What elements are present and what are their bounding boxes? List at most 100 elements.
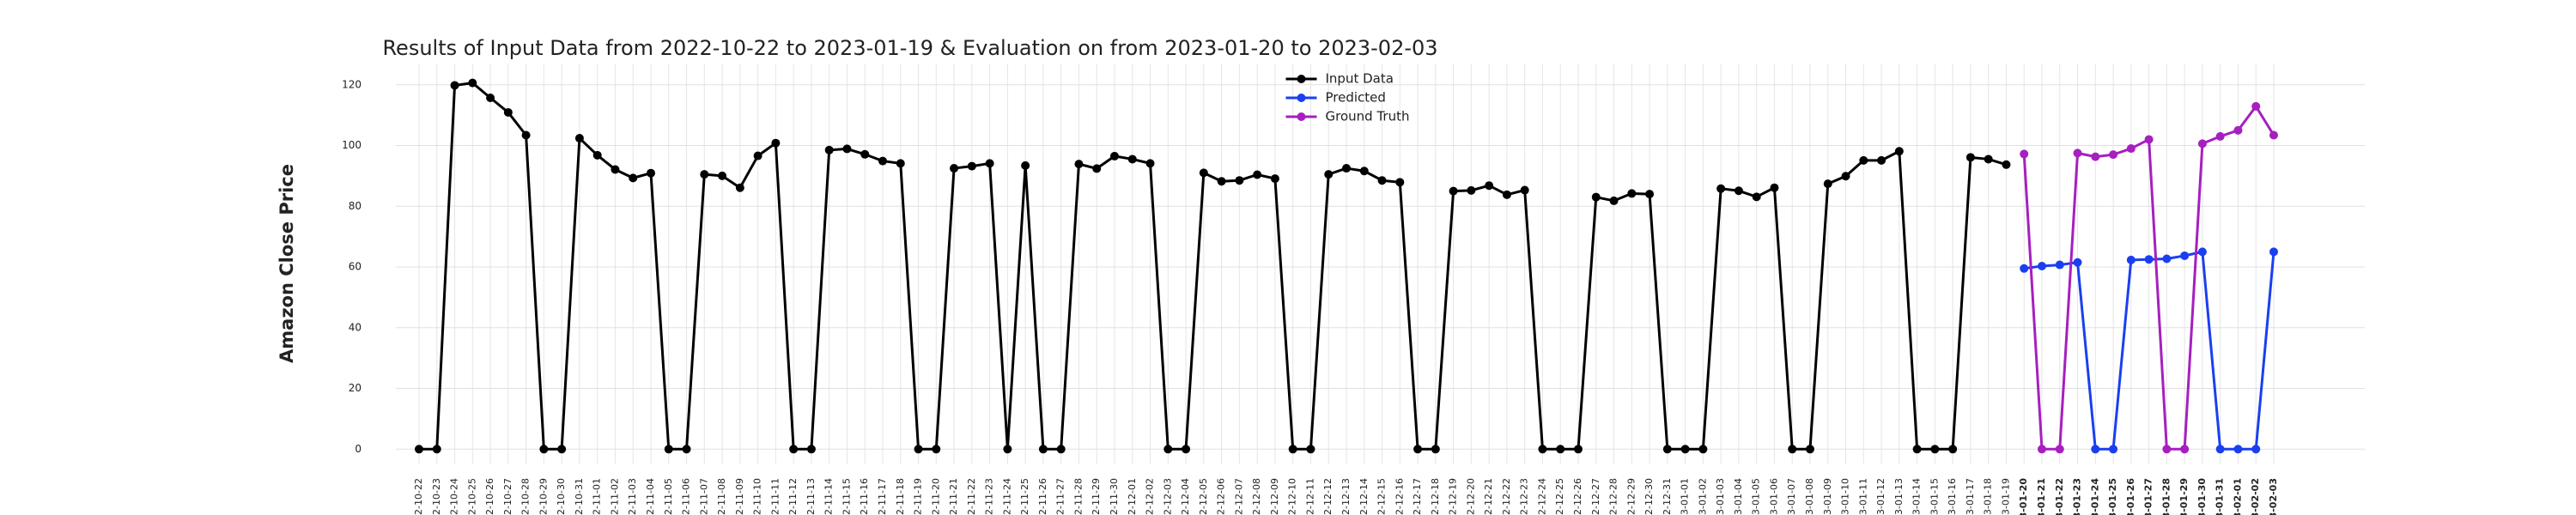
x-tick-label: 2022-12-01 [1127,478,1138,515]
x-tick-label: 2022-11-01 [592,478,603,515]
x-tick-label: 2022-11-06 [681,478,692,515]
x-tick-label: 2023-02-03 [2268,478,2279,515]
data-point [1752,192,1761,202]
data-point [878,156,887,166]
data-point [1520,185,1529,195]
y-tick-label: 60 [349,261,361,273]
x-tick-label: 2022-11-07 [698,478,709,515]
x-tick-label: 2023-01-25 [2107,478,2118,515]
x-tick-label: 2023-01-23 [2072,478,2083,515]
x-tick-label: 2022-11-22 [966,478,977,515]
legend-marker [1297,75,1306,83]
x-tick-label: 2022-11-03 [627,478,638,515]
x-tick-label: 2023-01-30 [2196,478,2208,515]
data-point [2162,445,2172,454]
data-point [1645,190,1655,199]
data-point [824,145,834,154]
data-point [914,445,923,454]
x-tick-label: 2022-12-15 [1376,478,1388,515]
data-point [718,171,727,180]
legend-marker [1297,112,1306,121]
data-point [789,445,799,454]
x-tick-label: 2023-01-31 [2215,478,2226,515]
data-point [1038,445,1048,454]
data-point [860,149,870,159]
data-point [2109,150,2118,160]
data-point [682,445,691,454]
x-tick-label: 2023-01-27 [2143,478,2154,515]
data-point [1538,445,1547,454]
data-point [1930,445,1940,454]
x-tick-label: 2023-01-02 [1697,478,1708,515]
x-tick-label: 2022-11-15 [841,478,852,515]
data-point [1288,445,1297,454]
data-point [1591,192,1601,202]
x-tick-label: 2022-11-28 [1072,478,1084,515]
data-point [1662,445,1672,454]
data-point [1912,445,1922,454]
x-tick-label: 2022-11-13 [805,478,817,515]
data-point [2180,445,2190,454]
x-tick-label: 2022-11-29 [1091,478,1102,515]
x-tick-label: 2022-11-20 [930,478,941,515]
x-tick-label: 2022-12-28 [1608,478,1619,515]
data-point [503,107,513,117]
x-tick-label: 2022-12-05 [1198,478,1209,515]
x-tick-label: 2022-12-09 [1269,478,1280,515]
legend-label: Predicted [1326,90,1386,106]
x-tick-label: 2023-01-20 [2018,478,2029,515]
data-point [486,93,495,102]
x-tick-label: 2022-12-04 [1180,478,1191,515]
data-point [611,165,620,174]
x-tick-label: 2022-11-18 [895,478,906,515]
data-point [1182,445,1191,454]
x-tick-label: 2023-01-01 [1680,478,1691,515]
x-tick-label: 2022-11-04 [645,478,656,515]
data-point [1770,183,1779,192]
data-point [2215,445,2225,454]
x-tick-label: 2022-12-24 [1536,478,1547,515]
data-point [1342,164,1351,173]
x-tick-label: 2023-01-07 [1786,478,1797,515]
data-point [1965,153,1975,162]
data-point [1145,159,1155,168]
y-axis-label: Amazon Close Price [276,164,297,363]
x-tick-label: 2022-12-29 [1625,478,1637,515]
x-tick-label: 2023-01-16 [1947,478,1958,515]
data-point [1823,179,1832,189]
x-tick-label: 2023-01-09 [1822,478,1833,515]
y-tick-label: 100 [342,139,361,151]
data-point [1110,151,1119,161]
data-point [647,168,655,178]
x-tick-label: 2023-01-12 [1875,478,1886,515]
x-tick-label: 2022-12-23 [1519,478,1530,515]
x-tick-label: 2022-12-11 [1304,478,1315,515]
data-point [735,183,744,192]
data-point [2144,135,2154,144]
data-point [1609,196,1619,205]
data-point [1467,185,1476,195]
x-tick-label: 2022-10-31 [574,478,585,515]
x-tick-label: 2022-11-25 [1019,478,1030,515]
legend-marker [1297,94,1306,102]
x-tick-label: 2022-11-14 [823,478,835,515]
x-tick-label: 2023-02-02 [2250,478,2261,515]
data-point [1449,186,1458,196]
data-point [1431,445,1440,454]
x-tick-label: 2022-10-22 [413,478,424,515]
data-point [2197,247,2207,257]
data-point [1556,445,1565,454]
data-point [664,445,673,454]
x-tick-label: 2022-11-27 [1055,478,1066,515]
x-tick-label: 2023-01-06 [1768,478,1779,515]
x-tick-label: 2022-11-19 [913,478,924,515]
data-point [2126,144,2136,154]
x-tick-label: 2023-01-03 [1715,478,1726,515]
x-tick-label: 2023-01-05 [1751,478,1762,515]
data-point [1217,177,1226,186]
data-point [1806,445,1814,454]
data-point [1021,161,1030,170]
x-tick-label: 2022-12-19 [1448,478,1459,515]
data-point [2144,255,2154,264]
